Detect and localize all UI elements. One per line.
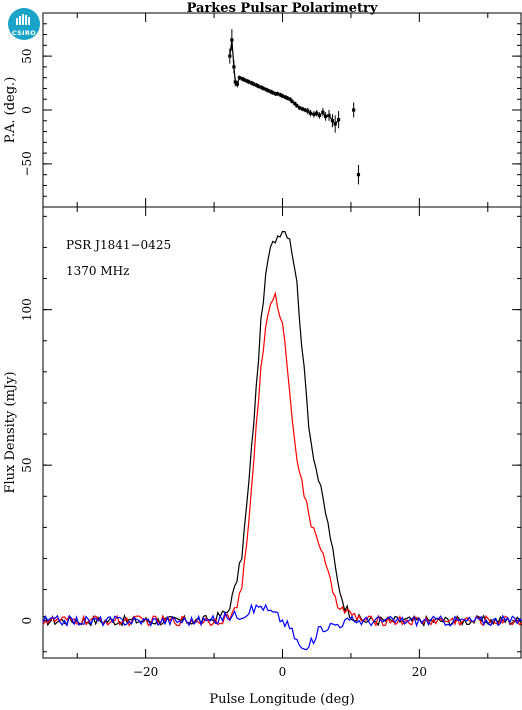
pa-point — [337, 118, 341, 122]
y-axis-label: P.A. (deg.) — [3, 77, 18, 144]
pa-point — [356, 173, 361, 177]
circular-polarization-line — [42, 603, 522, 651]
x-axis-label: Pulse Longitude (deg) — [209, 692, 354, 707]
x-tick-label: 20 — [412, 665, 427, 679]
total-intensity-line — [42, 230, 522, 627]
frequency-label: 1370 MHz — [66, 264, 129, 278]
y-tick-label: −50 — [20, 151, 34, 176]
pa-point — [352, 108, 356, 112]
flux-panel: 0 50 100 −20 0 20 Flux Density (mJy) PSR J1841−… — [3, 206, 522, 707]
csiro-rays-icon — [16, 14, 30, 25]
pa-point — [228, 54, 232, 58]
y-tick-label: 0 — [20, 106, 34, 114]
csiro-logo-text: CSIRO — [11, 29, 37, 37]
figure-title: Parkes Pulsar Polarimetry — [187, 1, 378, 16]
x-tick-label: −20 — [133, 665, 158, 679]
csiro-logo: CSIRO — [8, 8, 40, 40]
linear-polarization-line — [42, 291, 522, 627]
pa-curve — [229, 39, 340, 125]
y-axis-label: Flux Density (mJy) — [3, 371, 18, 493]
pa-panel: −50 0 50P.A. (deg.) — [3, 12, 522, 208]
y-tick-label: 50 — [20, 458, 34, 473]
y-tick-label: 100 — [20, 298, 34, 321]
y-tick-label: 50 — [20, 48, 34, 63]
plot-frame — [42, 12, 522, 208]
x-tick-label: 0 — [279, 665, 287, 679]
pulsar-name-label: PSR J1841−0425 — [66, 238, 171, 252]
y-tick-label: 0 — [20, 617, 34, 625]
